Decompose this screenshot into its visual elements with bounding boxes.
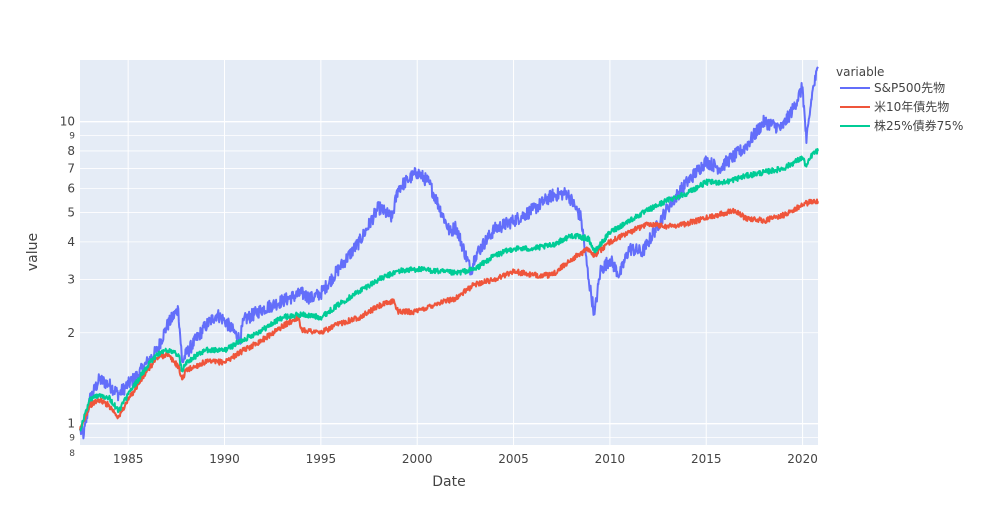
series-line xyxy=(79,148,819,432)
legend-label: 株25%債券75% xyxy=(874,118,963,133)
y-tick-label: 4 xyxy=(67,235,75,249)
y-tick-label: 7 xyxy=(67,161,75,175)
series-line xyxy=(79,66,819,440)
plot-background xyxy=(80,60,818,445)
y-axis-ticks: 1 2 3 4 5 6 7 8 10 8 9 9 xyxy=(60,115,76,459)
y-tick-label: 3 xyxy=(67,273,75,287)
legend-label: S&P500先物 xyxy=(874,81,945,95)
x-tick-label: 1985 xyxy=(113,452,144,466)
y-tick-label: 5 xyxy=(67,206,75,220)
legend-item[interactable]: 米10年債先物 xyxy=(840,99,949,114)
y-minor-tick-label: 8 xyxy=(69,449,75,459)
y-tick-label: 6 xyxy=(67,182,75,196)
x-axis-ticks: 1985 1990 1995 2000 2005 2010 2015 2020 xyxy=(113,452,818,466)
legend-title: variable xyxy=(836,65,884,79)
x-tick-label: 2010 xyxy=(595,452,626,466)
y-tick-label: 2 xyxy=(67,326,75,340)
legend-label: 米10年債先物 xyxy=(874,99,949,114)
y-tick-label: 10 xyxy=(60,115,75,129)
y-tick-label: 1 xyxy=(67,417,75,431)
legend-item[interactable]: S&P500先物 xyxy=(840,81,945,95)
y-axis-title: value xyxy=(25,233,41,271)
x-tick-label: 1990 xyxy=(209,452,240,466)
series-layer xyxy=(79,66,819,440)
x-tick-label: 2000 xyxy=(402,452,433,466)
y-minor-tick-label: 9 xyxy=(69,131,75,141)
series-line xyxy=(79,198,819,431)
legend-item[interactable]: 株25%債券75% xyxy=(840,118,963,133)
x-tick-label: 2020 xyxy=(787,452,818,466)
x-tick-label: 2005 xyxy=(498,452,529,466)
y-minor-tick-label: 9 xyxy=(69,434,75,444)
y-tick-label: 8 xyxy=(67,144,75,158)
x-axis-title: Date xyxy=(432,474,465,490)
x-tick-label: 1995 xyxy=(306,452,337,466)
x-tick-label: 2015 xyxy=(691,452,722,466)
